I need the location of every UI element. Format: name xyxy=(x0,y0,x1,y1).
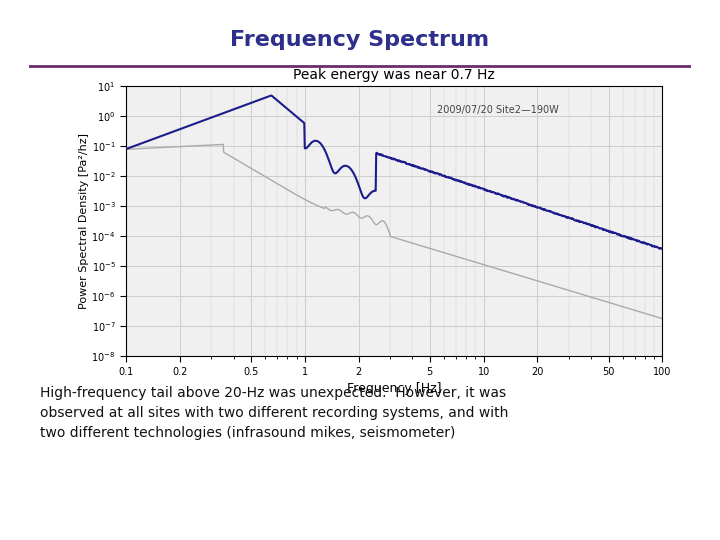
Text: High-frequency tail above 20-Hz was unexpected.  However, it was
observed at all: High-frequency tail above 20-Hz was unex… xyxy=(40,386,508,440)
Text: Frequency Spectrum: Frequency Spectrum xyxy=(230,30,490,51)
X-axis label: Frequency [Hz]: Frequency [Hz] xyxy=(347,382,441,395)
Title: Peak energy was near 0.7 Hz: Peak energy was near 0.7 Hz xyxy=(293,69,495,83)
Y-axis label: Power Spectral Density [Pa²/hz]: Power Spectral Density [Pa²/hz] xyxy=(78,133,89,309)
Text: 2009/07/20 Site2—190W: 2009/07/20 Site2—190W xyxy=(437,105,559,116)
